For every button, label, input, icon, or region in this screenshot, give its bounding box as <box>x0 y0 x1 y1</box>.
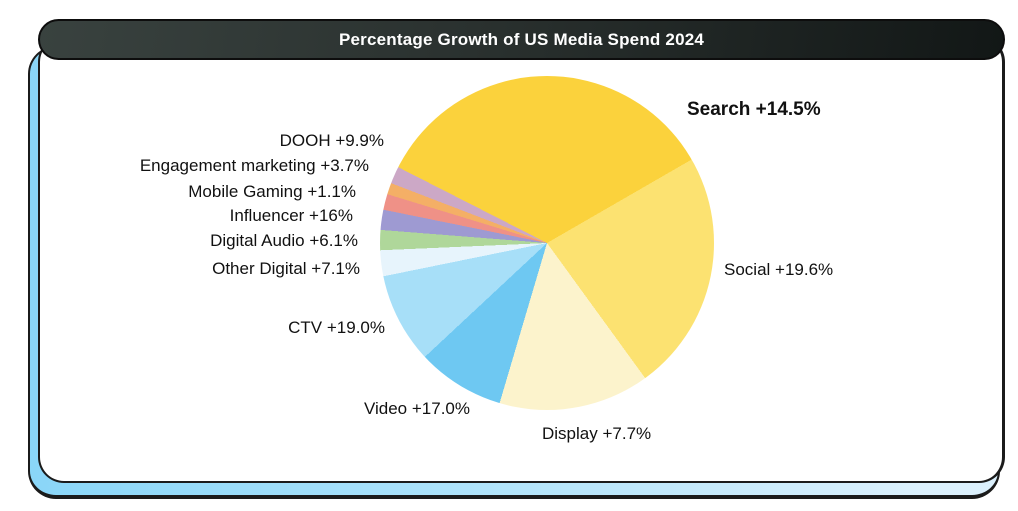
pie-label-other-digital: Other Digital +7.1% <box>212 259 360 278</box>
pie-label-engagement-marketing: Engagement marketing +3.7% <box>139 156 369 175</box>
chart-title-bar: Percentage Growth of US Media Spend 2024 <box>38 19 1005 60</box>
pie-label-mobile-gaming: Mobile Gaming +1.1% <box>188 182 356 201</box>
pie-label-digital-audio: Digital Audio +6.1% <box>210 231 358 250</box>
pie-label-ctv: CTV +19.0% <box>288 318 385 337</box>
pie-chart <box>380 76 714 410</box>
pie-label-dooh: DOOH +9.9% <box>279 131 384 150</box>
pie-label-influencer: Influencer +16% <box>229 206 353 225</box>
chart-title: Percentage Growth of US Media Spend 2024 <box>338 29 705 49</box>
pie-label-display: Display +7.7% <box>542 424 652 443</box>
pie-label-video: Video +17.0% <box>363 399 470 418</box>
pie-label-search: Search +14.5% <box>687 99 821 120</box>
pie-label-social: Social +19.6% <box>724 260 834 279</box>
